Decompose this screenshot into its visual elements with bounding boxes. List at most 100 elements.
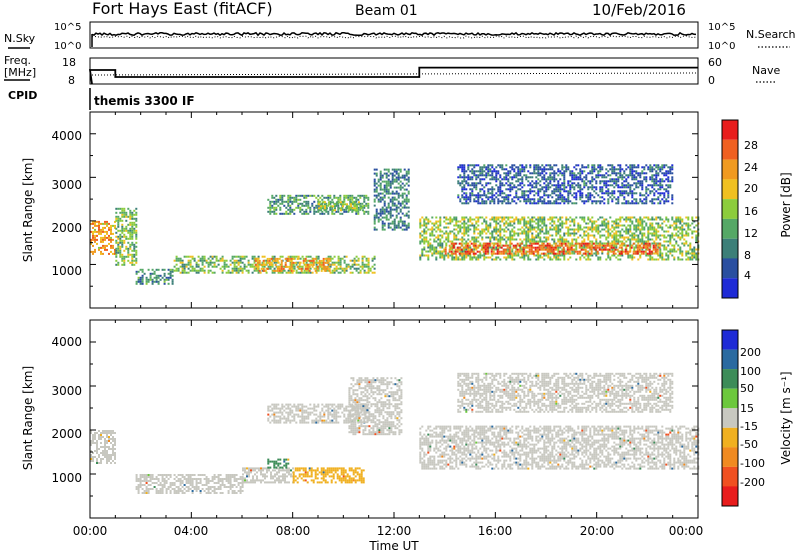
power-cell: [243, 265, 246, 268]
power-cell: [241, 255, 244, 258]
power-cell: [493, 176, 496, 179]
power-cell: [319, 212, 322, 215]
power-cell: [635, 186, 638, 189]
power-cell: [345, 263, 348, 266]
power-cell: [295, 271, 298, 274]
power-cell: [197, 271, 200, 274]
power-cell: [339, 194, 342, 197]
power-cell: [521, 166, 524, 169]
power-cell: [485, 222, 488, 225]
power-cell: [456, 248, 459, 251]
power-cell: [175, 257, 178, 260]
power-cell: [545, 230, 548, 233]
power-cell: [553, 192, 556, 195]
power-cell: [635, 176, 638, 179]
power-cell: [491, 194, 494, 197]
power-cell: [403, 200, 406, 203]
noise-sky-trace: [91, 31, 697, 47]
power-cell: [549, 164, 552, 167]
power-cell: [475, 170, 478, 173]
power-cell: [590, 246, 593, 249]
power-cell: [644, 246, 647, 249]
power-cell: [561, 194, 564, 197]
power-cell: [179, 265, 182, 268]
power-cell: [639, 220, 642, 223]
power-cell: [461, 190, 464, 193]
power-cell: [275, 198, 278, 201]
power-cell: [357, 259, 360, 262]
power-cell: [133, 263, 136, 266]
power-cell: [681, 218, 684, 221]
power-cell: [539, 228, 542, 231]
power-cell: [391, 178, 394, 181]
power-cell: [145, 282, 148, 285]
power-cell: [581, 172, 584, 175]
power-cell: [311, 271, 314, 274]
power-cell: [419, 224, 422, 227]
power-cell: [553, 238, 556, 241]
power-cell: [559, 246, 562, 249]
power-cell: [447, 232, 450, 235]
power-cell: [575, 164, 578, 167]
power-cell: [493, 188, 496, 191]
power-cell: [683, 242, 686, 245]
power-cell: [557, 226, 560, 229]
power-cell: [265, 259, 268, 262]
power-cell: [535, 218, 538, 221]
power-cell: [606, 242, 609, 245]
power-cell: [498, 250, 501, 253]
power-cell: [495, 230, 498, 233]
power-cell: [149, 276, 152, 279]
power-cell: [397, 200, 400, 203]
power-cell: [513, 226, 516, 229]
power-cell: [427, 242, 430, 245]
power-cell: [695, 216, 698, 219]
power-cell: [539, 218, 542, 221]
power-cell: [507, 236, 510, 239]
power-cell: [175, 259, 178, 262]
power-cell: [509, 240, 512, 243]
power-cell: [528, 244, 531, 247]
power-cell: [641, 226, 644, 229]
power-cell: [541, 226, 544, 229]
power-cell: [505, 168, 508, 171]
power-cell: [472, 242, 475, 245]
power-cell: [393, 224, 396, 227]
power-cell: [447, 256, 450, 259]
power-cell: [683, 228, 686, 231]
power-cell: [458, 248, 461, 251]
power-cell: [337, 267, 340, 270]
power-cell: [447, 218, 450, 221]
power-cell: [469, 170, 472, 173]
power-cell: [581, 192, 584, 195]
power-cell: [515, 186, 518, 189]
power-cell: [129, 211, 132, 214]
power-cell: [663, 196, 666, 199]
power-cell: [285, 271, 288, 274]
power-cell: [619, 220, 622, 223]
power-cell: [383, 194, 386, 197]
power-cell: [639, 198, 642, 201]
power-cell: [501, 164, 504, 167]
power-cell: [379, 208, 382, 211]
power-cell: [685, 252, 688, 255]
power-cell: [276, 265, 279, 268]
power-cell: [539, 174, 542, 177]
power-cell: [581, 164, 584, 167]
power-cell: [491, 164, 494, 167]
power-cell: [335, 269, 338, 272]
power-cell: [627, 224, 630, 227]
power-cell: [652, 244, 655, 247]
power-cell: [649, 238, 652, 241]
power-cell: [114, 248, 116, 251]
power-cell: [581, 218, 584, 221]
power-cell: [617, 250, 620, 253]
power-cell: [243, 255, 246, 258]
power-cell: [595, 252, 598, 255]
power-cell: [457, 196, 460, 199]
power-cell: [495, 248, 498, 251]
power-cell: [155, 274, 158, 277]
power-cell: [363, 194, 366, 197]
freq-right-tick-bottom: 0: [708, 74, 715, 87]
power-cell: [575, 192, 578, 195]
